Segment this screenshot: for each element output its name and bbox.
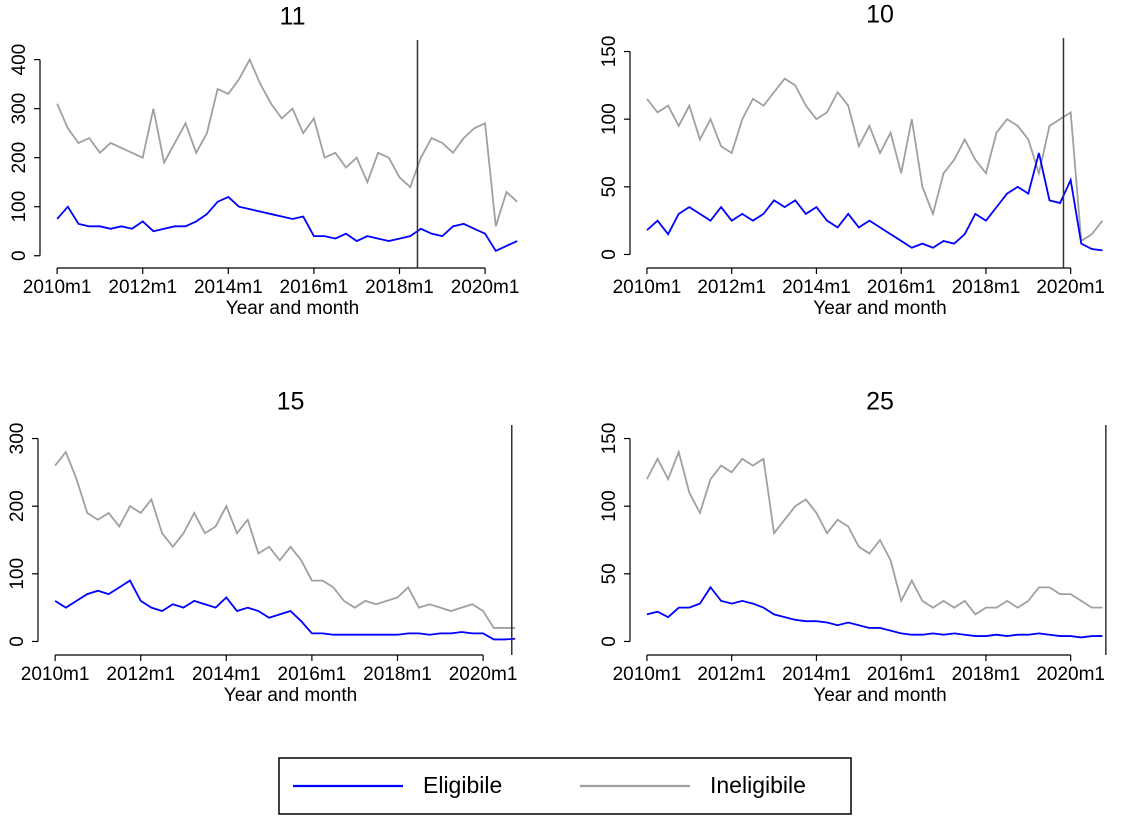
x-tick-label: 2018m1 (363, 664, 432, 685)
y-tick-label: 50 (599, 176, 620, 197)
y-tick-label: 0 (599, 249, 620, 260)
y-tick-label: 200 (7, 490, 28, 522)
x-tick-label: 2016m1 (867, 277, 936, 298)
legend-label: Eligibile (423, 772, 502, 798)
x-tick-label: 2010m1 (23, 277, 92, 298)
x-axis-title: Year and month (813, 298, 946, 319)
series-line (56, 57, 518, 227)
x-tick-label: 2018m1 (952, 664, 1021, 685)
y-tick-label: 150 (599, 423, 620, 455)
title: 11 (280, 3, 306, 31)
x-tick-label: 2010m1 (613, 664, 682, 685)
series-line (646, 449, 1103, 616)
y-tick-label: 300 (9, 93, 30, 125)
y-tick-label: 50 (599, 563, 620, 584)
y-tick-label: 100 (599, 103, 620, 135)
y-tick-label: 0 (599, 636, 620, 647)
y-tick-label: 100 (7, 558, 28, 590)
series-line (56, 195, 518, 252)
x-tick-label: 2018m1 (365, 277, 434, 298)
series-line (54, 579, 516, 641)
y-tick-label: 400 (9, 44, 30, 76)
x-tick-label: 2014m1 (192, 664, 261, 685)
x-tick-label: 2020m1 (1036, 277, 1105, 298)
series-line (646, 152, 1103, 252)
x-tick-label: 2012m1 (108, 277, 177, 298)
series-line (54, 450, 516, 629)
x-tick-label: 2020m1 (1036, 664, 1105, 685)
x-tick-label: 2012m1 (697, 664, 766, 685)
y-tick-label: 200 (9, 142, 30, 174)
x-tick-label: 2020m1 (451, 277, 520, 298)
title: 25 (866, 388, 894, 416)
y-tick-label: 0 (7, 636, 28, 647)
y-tick-label: 300 (7, 423, 28, 455)
y-tick-label: 100 (599, 490, 620, 522)
x-tick-label: 2014m1 (782, 277, 851, 298)
x-axis-title: Year and month (226, 298, 359, 319)
y-tick-label: 0 (9, 250, 30, 261)
x-tick-label: 2012m1 (697, 277, 766, 298)
x-tick-label: 2016m1 (278, 664, 347, 685)
x-tick-label: 2020m1 (449, 664, 518, 685)
series-line (646, 77, 1104, 243)
y-tick-label: 100 (9, 191, 30, 223)
x-tick-label: 2010m1 (21, 664, 90, 685)
x-tick-label: 2016m1 (867, 664, 936, 685)
x-axis-title: Year and month (813, 685, 946, 706)
x-tick-label: 2016m1 (280, 277, 349, 298)
x-tick-label: 2012m1 (106, 664, 175, 685)
x-tick-label: 2018m1 (952, 277, 1021, 298)
x-tick-label: 2010m1 (613, 277, 682, 298)
title: 15 (277, 388, 305, 416)
title: 10 (866, 1, 894, 29)
y-tick-label: 150 (599, 36, 620, 68)
x-tick-label: 2014m1 (194, 277, 263, 298)
series-line (646, 585, 1103, 639)
x-tick-label: 2014m1 (782, 664, 851, 685)
legend-label: Ineligibile (710, 772, 806, 798)
x-axis-title: Year and month (224, 685, 357, 706)
